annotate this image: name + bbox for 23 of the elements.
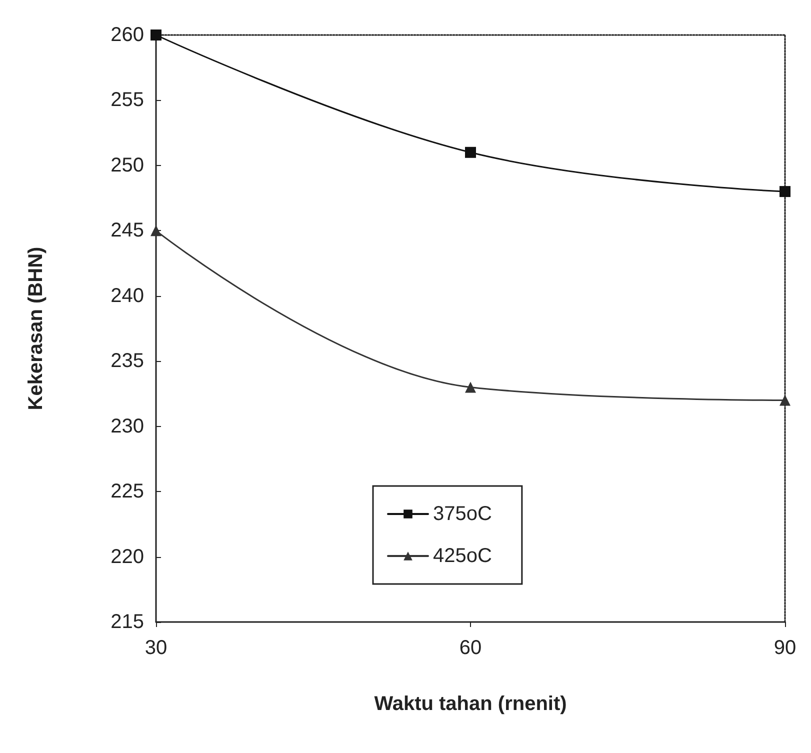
y-tick-label: 215 [110,611,144,633]
y-tick-label: 260 [110,24,144,46]
point [780,394,790,406]
point [780,186,790,198]
y-axis-title: Kekerasan (BHN) [25,246,47,410]
point [465,146,476,158]
point [150,30,162,40]
x-axis-title: Waktu tahan (rnenit) [374,693,567,715]
y-tick-label: 230 [110,415,144,438]
point [465,382,476,393]
y-tick-label: 245 [110,220,144,242]
y-tick-label: 240 [110,284,144,307]
y-tick-label: 220 [110,546,144,568]
y-tick-label: 225 [110,480,144,503]
point [150,225,162,236]
x-tick-label: 30 [144,637,168,659]
legend-label: 375oC [433,503,492,525]
x-tick-label: 90 [774,637,796,659]
y-tick-label: 255 [110,89,144,112]
legend-label: 425oC [433,545,492,567]
y-tick-label: 250 [110,154,144,176]
x-tick-label: 60 [459,637,482,659]
y-tick-label: 235 [110,350,144,372]
